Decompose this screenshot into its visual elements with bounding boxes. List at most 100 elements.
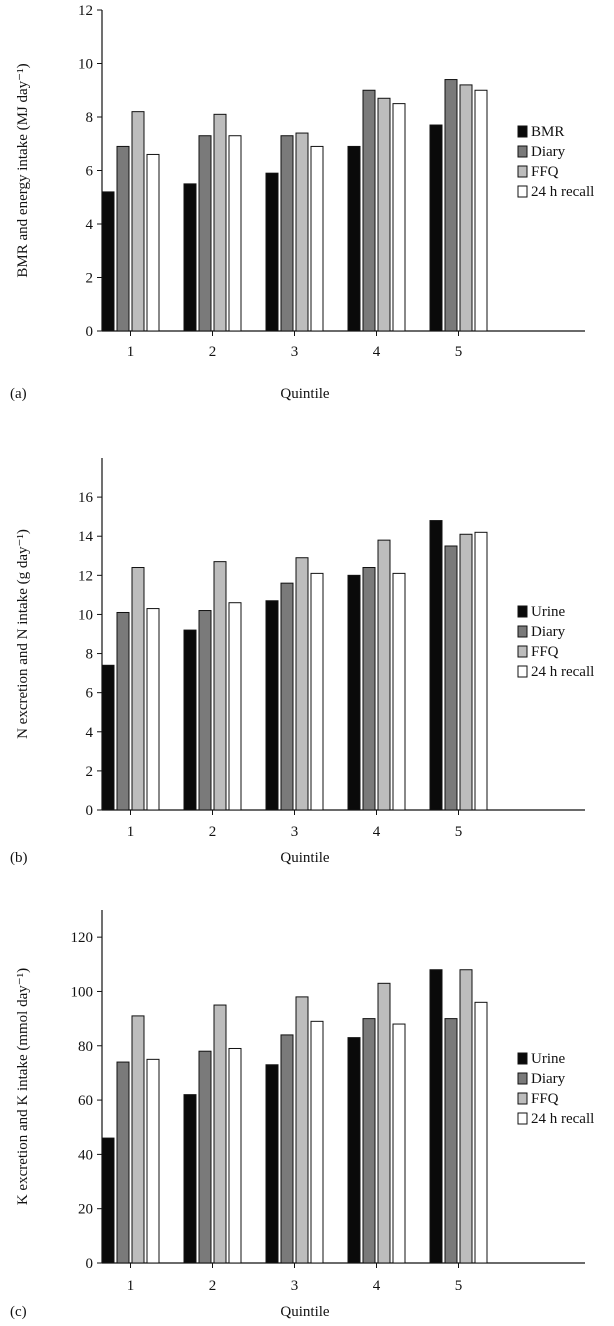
bar-ffq-q4 bbox=[377, 539, 391, 811]
bar-ffq-q1 bbox=[131, 567, 145, 811]
x-tick-label: 4 bbox=[373, 824, 381, 840]
legend-swatch bbox=[517, 125, 528, 138]
legend-swatch bbox=[517, 1092, 528, 1105]
legend-swatch bbox=[517, 1112, 528, 1125]
panel-label: (a) bbox=[10, 386, 27, 402]
bar-24-h-recall-q5 bbox=[474, 531, 488, 811]
y-tick-label: 14 bbox=[78, 529, 94, 545]
bar-24-h-recall-q2 bbox=[228, 1047, 242, 1264]
bar-24-h-recall-q2 bbox=[228, 602, 242, 811]
y-tick-label: 20 bbox=[78, 1202, 93, 1218]
x-tick-label: 2 bbox=[209, 1278, 217, 1294]
y-tick-label: 120 bbox=[71, 930, 94, 946]
legend-swatch bbox=[517, 165, 528, 178]
bar-diary-q5 bbox=[444, 545, 458, 811]
bar-urine-q3 bbox=[265, 1064, 279, 1264]
bar-urine-q1 bbox=[101, 664, 115, 811]
bar-ffq-q1 bbox=[131, 111, 145, 332]
bar-bmr-q1 bbox=[101, 191, 115, 332]
x-tick-label: 3 bbox=[291, 344, 299, 360]
x-tick-label: 2 bbox=[209, 344, 217, 360]
y-tick-label: 40 bbox=[78, 1147, 93, 1163]
bar-diary-q3 bbox=[280, 1034, 294, 1264]
bar-24-h-recall-q3 bbox=[310, 145, 324, 332]
bar-bmr-q4 bbox=[347, 145, 361, 332]
bar-ffq-q5 bbox=[459, 84, 473, 332]
bar-diary-q4 bbox=[362, 567, 376, 811]
bar-24-h-recall-q3 bbox=[310, 572, 324, 811]
bar-ffq-q4 bbox=[377, 97, 391, 332]
y-tick-label: 10 bbox=[78, 57, 93, 73]
bar-24-h-recall-q3 bbox=[310, 1020, 324, 1264]
legend-label: Diary bbox=[531, 624, 566, 640]
bar-diary-q3 bbox=[280, 582, 294, 811]
x-tick-label: 2 bbox=[209, 824, 217, 840]
bar-urine-q3 bbox=[265, 600, 279, 811]
bar-24-h-recall-q1 bbox=[146, 153, 160, 332]
legend: Urine Diary FFQ 24 h recall bbox=[517, 1051, 594, 1127]
bar-diary-q1 bbox=[116, 611, 130, 811]
bar-bmr-q5 bbox=[429, 124, 443, 332]
y-tick-label: 6 bbox=[86, 686, 94, 702]
y-tick-label: 2 bbox=[86, 764, 94, 780]
bar-urine-q5 bbox=[429, 969, 443, 1264]
y-tick-label: 10 bbox=[78, 607, 93, 623]
y-axis-label: BMR and energy intake (MJ day⁻¹) bbox=[15, 63, 31, 277]
bar-ffq-q4 bbox=[377, 982, 391, 1264]
legend-label: Diary bbox=[531, 1071, 566, 1087]
legend-swatch bbox=[517, 1072, 528, 1085]
x-tick-label: 3 bbox=[291, 824, 299, 840]
bar-ffq-q3 bbox=[295, 132, 309, 332]
legend-label: FFQ bbox=[531, 644, 559, 660]
bar-urine-q4 bbox=[347, 1037, 361, 1264]
bar-ffq-q5 bbox=[459, 969, 473, 1264]
y-tick-label: 12 bbox=[78, 3, 93, 19]
bar-24-h-recall-q1 bbox=[146, 1058, 160, 1264]
bar-diary-q1 bbox=[116, 145, 130, 332]
bar-diary-q1 bbox=[116, 1061, 130, 1264]
x-tick-label: 1 bbox=[127, 1278, 135, 1294]
bar-urine-q1 bbox=[101, 1137, 115, 1264]
y-tick-label: 0 bbox=[86, 1256, 94, 1272]
legend-swatch bbox=[517, 605, 528, 618]
bar-ffq-q2 bbox=[213, 113, 227, 332]
bar-diary-q5 bbox=[444, 79, 458, 332]
y-tick-label: 16 bbox=[78, 490, 94, 506]
bar-24-h-recall-q4 bbox=[392, 572, 406, 811]
x-tick-label: 5 bbox=[455, 1278, 463, 1294]
y-tick-label: 4 bbox=[86, 217, 94, 233]
bar-bmr-q2 bbox=[183, 183, 197, 332]
legend-label: BMR bbox=[531, 124, 564, 140]
legend-label: Urine bbox=[531, 604, 565, 620]
legend-label: Urine bbox=[531, 1051, 565, 1067]
legend-swatch bbox=[517, 1052, 528, 1065]
legend-label: FFQ bbox=[531, 1091, 559, 1107]
y-tick-label: 0 bbox=[86, 324, 94, 340]
bar-urine-q4 bbox=[347, 574, 361, 811]
legend-label: 24 h recall bbox=[531, 1111, 594, 1127]
y-tick-label: 60 bbox=[78, 1093, 93, 1109]
x-tick-label: 4 bbox=[373, 344, 381, 360]
x-tick-label: 4 bbox=[373, 1278, 381, 1294]
y-tick-label: 8 bbox=[86, 110, 94, 126]
legend-label: Diary bbox=[531, 144, 566, 160]
y-tick-label: 100 bbox=[71, 984, 94, 1000]
y-tick-label: 2 bbox=[86, 271, 94, 287]
panel-label: (b) bbox=[10, 850, 28, 866]
bar-diary-q2 bbox=[198, 135, 212, 332]
legend-swatch bbox=[517, 665, 528, 678]
bar-24-h-recall-q5 bbox=[474, 89, 488, 332]
legend-swatch bbox=[517, 145, 528, 158]
x-axis-label: Quintile bbox=[280, 386, 330, 402]
y-tick-label: 80 bbox=[78, 1039, 93, 1055]
bar-ffq-q2 bbox=[213, 561, 227, 811]
bar-urine-q2 bbox=[183, 1094, 197, 1264]
x-tick-label: 1 bbox=[127, 824, 135, 840]
legend: BMR Diary FFQ 24 h recall bbox=[517, 124, 594, 200]
legend-label: 24 h recall bbox=[531, 184, 594, 200]
x-axis-label: Quintile bbox=[280, 850, 330, 866]
bar-ffq-q3 bbox=[295, 996, 309, 1264]
